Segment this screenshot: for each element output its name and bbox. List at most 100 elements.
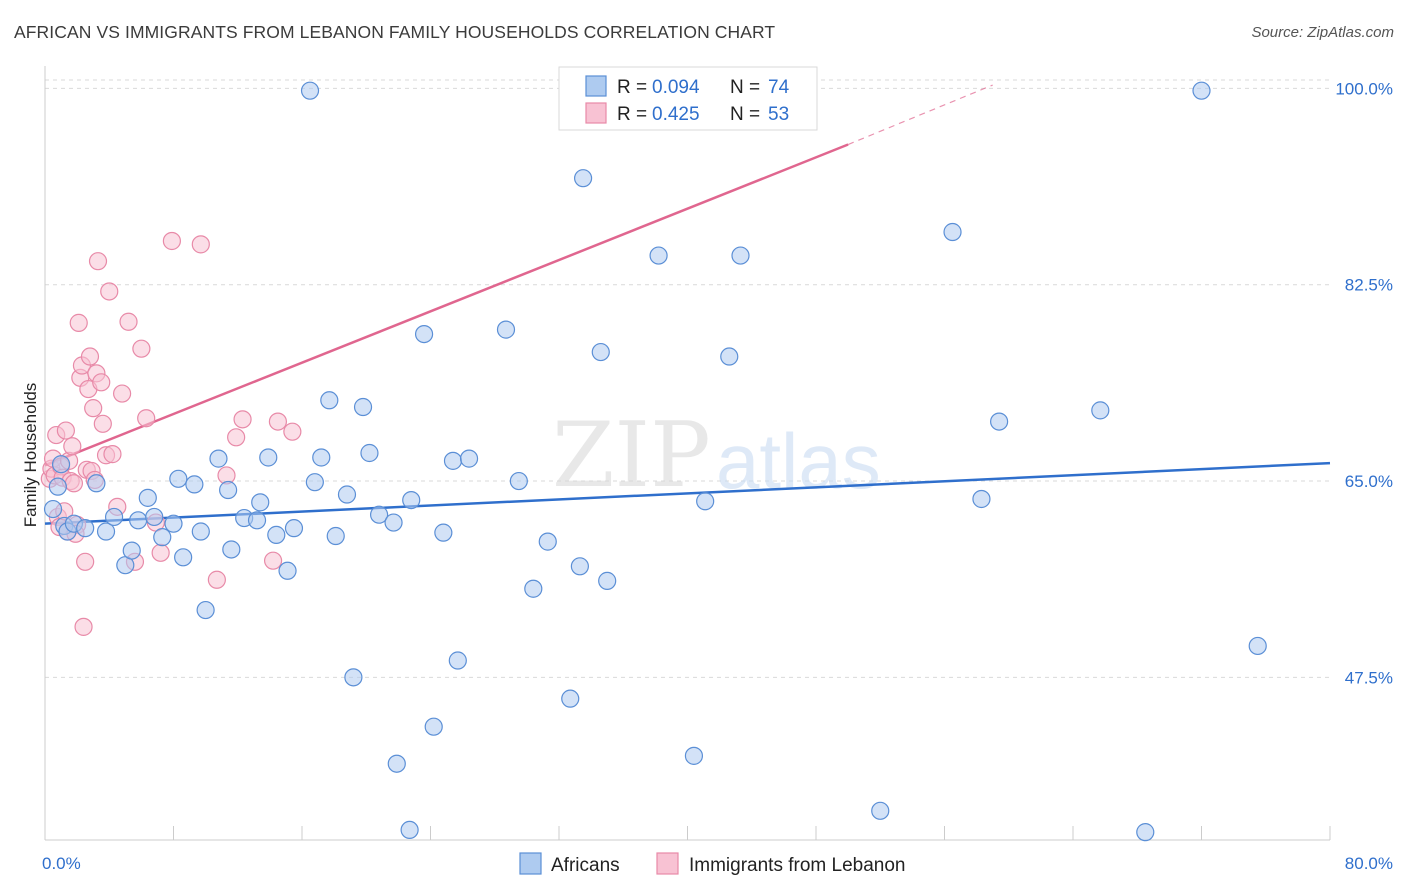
point-lebanon-40: [151, 543, 170, 562]
point-africans-73: [1248, 636, 1267, 656]
series-lebanon-points: [40, 231, 302, 636]
point-africans-50: [448, 651, 467, 670]
point-africans-29: [267, 525, 286, 544]
point-africans-6: [76, 519, 95, 538]
point-lebanon-34: [112, 384, 132, 403]
point-africans-72: [1192, 81, 1211, 100]
legend-n-label-africans: N =: [730, 77, 760, 98]
top-legend: R = 0.094 N = 74 R = 0.425 N = 53: [558, 66, 818, 131]
point-africans-43: [387, 754, 406, 773]
point-africans-39: [353, 397, 373, 417]
bottom-legend-swatch-lebanon: [656, 852, 679, 875]
point-africans-28: [259, 448, 278, 467]
series-africans-points: [43, 81, 1267, 842]
legend-n-label-lebanon: N =: [730, 104, 760, 125]
point-africans-30: [278, 561, 297, 580]
point-lebanon-45: [227, 428, 246, 447]
point-africans-22: [209, 449, 228, 468]
x-tick-label-1: 80.0%: [1345, 854, 1393, 873]
point-africans-65: [731, 246, 750, 265]
y-tick-label-1: 65.0%: [1345, 472, 1393, 491]
point-africans-55: [538, 532, 557, 551]
point-lebanon-27: [88, 252, 108, 271]
legend-n-value-africans: 74: [768, 77, 790, 98]
chart-title: AFRICAN VS IMMIGRANTS FROM LEBANON FAMIL…: [14, 22, 776, 42]
point-lebanon-48: [268, 412, 288, 431]
point-africans-46: [414, 324, 434, 344]
point-africans-56: [561, 689, 580, 708]
point-lebanon-49: [283, 422, 302, 441]
bottom-legend: Africans Immigrants from Lebanon: [519, 852, 906, 876]
point-africans-7: [87, 474, 106, 493]
point-africans-51: [459, 449, 479, 468]
source-label: Source: ZipAtlas.com: [1251, 24, 1394, 41]
point-africans-48: [434, 523, 453, 542]
legend-r-value-lebanon: 0.425: [652, 104, 700, 125]
point-lebanon-32: [103, 445, 122, 464]
x-tick-labels: 0.0% 80.0%: [42, 854, 1393, 873]
point-lebanon-51: [74, 617, 93, 636]
point-africans-70: [1091, 401, 1110, 420]
point-africans-11: [122, 541, 141, 560]
legend-swatch-lebanon: [585, 102, 607, 124]
point-lebanon-37: [132, 339, 151, 358]
point-lebanon-22: [80, 347, 100, 366]
point-africans-20: [191, 522, 210, 541]
point-lebanon-43: [207, 570, 226, 589]
point-lebanon-19: [76, 552, 95, 571]
watermark-zip: ZIP: [552, 403, 711, 508]
point-africans-18: [174, 548, 193, 567]
legend-r-label-lebanon: R =: [617, 104, 647, 125]
legend-n-value-lebanon: 53: [768, 104, 789, 125]
point-africans-53: [509, 471, 528, 491]
point-lebanon-31: [100, 282, 119, 301]
point-africans-49: [443, 451, 463, 470]
point-lebanon-35: [119, 312, 138, 331]
point-lebanon-50: [69, 313, 88, 332]
point-lebanon-47: [263, 551, 283, 570]
y-tick-label-2: 82.5%: [1345, 276, 1393, 295]
bottom-legend-swatch-africans: [519, 852, 542, 875]
point-africans-61: [649, 246, 668, 265]
x-tick-label-0: 0.0%: [42, 854, 81, 873]
point-africans-2: [51, 455, 71, 474]
point-africans-8: [96, 522, 116, 541]
point-africans-58: [573, 169, 593, 188]
point-africans-44: [400, 820, 419, 840]
point-africans-41: [370, 505, 389, 524]
point-africans-54: [524, 579, 543, 598]
trendline-lebanon: [44, 143, 849, 467]
legend-r-label-africans: R =: [617, 77, 647, 98]
point-lebanon-46: [233, 410, 252, 429]
point-africans-38: [344, 668, 363, 687]
point-africans-32: [300, 81, 320, 100]
y-tick-label-0: 47.5%: [1345, 668, 1393, 687]
point-africans-15: [153, 528, 172, 547]
point-africans-37: [337, 485, 357, 504]
point-africans-14: [145, 507, 164, 527]
point-africans-23: [219, 480, 238, 500]
point-africans-68: [972, 489, 991, 509]
point-africans-42: [384, 513, 403, 532]
gridlines: [45, 79, 1330, 678]
point-africans-47: [424, 717, 443, 736]
point-africans-40: [360, 443, 379, 463]
point-africans-64: [720, 347, 739, 366]
point-lebanon-29: [93, 414, 112, 433]
trendline-lebanon-extension: [847, 84, 993, 146]
point-lebanon-24: [84, 399, 103, 418]
point-africans-33: [305, 473, 324, 492]
point-africans-21: [196, 600, 215, 620]
bottom-legend-africans: Africans: [551, 855, 620, 876]
point-africans-9: [104, 507, 124, 527]
point-africans-59: [591, 342, 610, 362]
point-africans-36: [326, 526, 345, 546]
point-lebanon-42: [191, 235, 210, 254]
point-africans-35: [320, 391, 339, 410]
point-africans-1: [48, 477, 67, 496]
point-africans-17: [169, 469, 188, 488]
bottom-legend-lebanon: Immigrants from Lebanon: [689, 855, 906, 876]
point-lebanon-14: [63, 437, 82, 456]
point-africans-45: [402, 491, 421, 510]
